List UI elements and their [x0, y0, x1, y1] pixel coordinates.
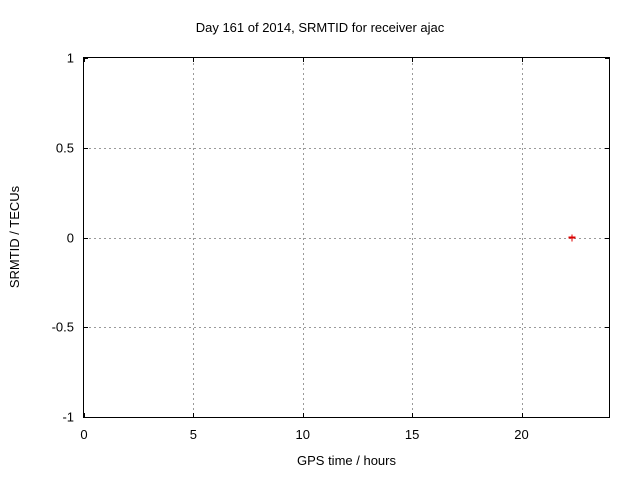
- y-tick-mark-left: [84, 147, 88, 149]
- x-axis-label: GPS time / hours: [297, 453, 396, 468]
- x-tick-mark-top: [521, 58, 523, 62]
- x-tick-mark-bottom: [521, 413, 523, 417]
- plot-area: 0 5 10 15 20 -1 -0.5 0 0.5 1: [52, 52, 610, 441]
- x-tick-mark-top: [302, 58, 304, 62]
- y-tick-mark-left: [84, 237, 88, 239]
- x-tick-label: 5: [189, 427, 197, 442]
- x-tick-mark-top: [193, 58, 195, 62]
- y-tick-label: -0.5: [51, 319, 74, 335]
- y-tick-mark-right: [605, 237, 609, 239]
- chart-title: Day 161 of 2014, SRMTID for receiver aja…: [195, 20, 445, 35]
- y-axis-label: SRMTID / TECUs: [7, 185, 22, 289]
- x-tick-label: 0: [80, 427, 88, 442]
- y-tick-label: 0: [66, 230, 74, 245]
- grid-line-horizontal: [84, 147, 609, 149]
- grid-line-horizontal: [84, 237, 609, 239]
- y-tick-label: 1: [66, 50, 74, 66]
- y-tick-mark-right: [605, 58, 609, 59]
- x-tick-label: 15: [404, 427, 420, 442]
- y-tick-mark-right: [605, 147, 609, 149]
- y-tick-label: -1: [62, 409, 74, 425]
- y-tick-mark-right: [605, 417, 609, 418]
- y-tick-mark-left: [84, 417, 88, 418]
- y-tick-label: 0.5: [55, 140, 74, 156]
- x-tick-label: 20: [514, 427, 529, 442]
- x-tick-mark-bottom: [193, 413, 195, 417]
- y-tick-mark-left: [84, 327, 88, 329]
- y-tick-mark-right: [605, 327, 609, 329]
- x-tick-mark-bottom: [302, 413, 304, 417]
- x-tick-mark-top: [84, 58, 85, 62]
- x-tick-mark-bottom: [84, 413, 85, 417]
- y-tick-mark-left: [84, 58, 88, 59]
- grid-line-horizontal: [84, 327, 609, 329]
- x-tick-mark-bottom: [412, 413, 414, 417]
- data-point-marker: [568, 234, 576, 241]
- x-tick-label: 10: [295, 427, 310, 442]
- x-tick-mark-top: [412, 58, 414, 62]
